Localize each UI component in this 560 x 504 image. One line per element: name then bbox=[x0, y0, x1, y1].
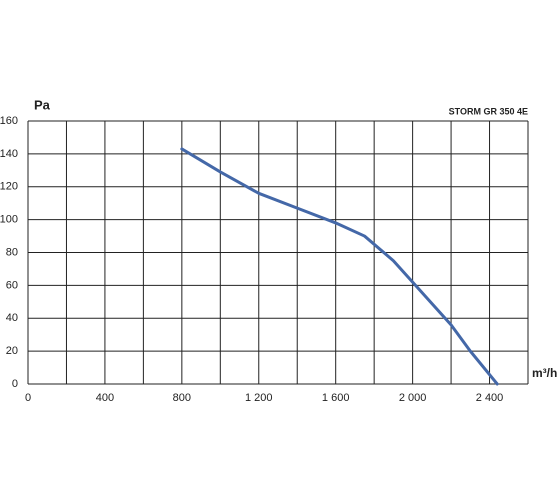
y-tick-label: 40 bbox=[6, 312, 18, 324]
x-tick-label: 0 bbox=[25, 392, 31, 404]
x-tick-label: 2 000 bbox=[399, 392, 427, 404]
x-axis-label: m³/h bbox=[532, 366, 557, 380]
x-tick-label: 800 bbox=[173, 392, 191, 404]
y-axis-label: Pa bbox=[34, 97, 51, 112]
y-tick-label: 120 bbox=[0, 181, 18, 193]
y-tick-label: 20 bbox=[6, 345, 18, 357]
y-tick-label: 60 bbox=[6, 279, 18, 291]
x-tick-label: 2 400 bbox=[476, 392, 504, 404]
data-line bbox=[180, 147, 499, 386]
y-tick-label: 100 bbox=[0, 214, 18, 226]
y-tick-label: 160 bbox=[0, 115, 18, 127]
y-tick-label: 0 bbox=[12, 378, 18, 390]
x-tick-label: 1 200 bbox=[245, 392, 273, 404]
y-tick-label: 80 bbox=[6, 246, 18, 258]
chart-title: STORM GR 350 4E bbox=[449, 106, 528, 116]
x-tick-label: 400 bbox=[96, 392, 114, 404]
y-tick-label: 140 bbox=[0, 148, 18, 160]
x-tick-label: 1 600 bbox=[322, 392, 350, 404]
